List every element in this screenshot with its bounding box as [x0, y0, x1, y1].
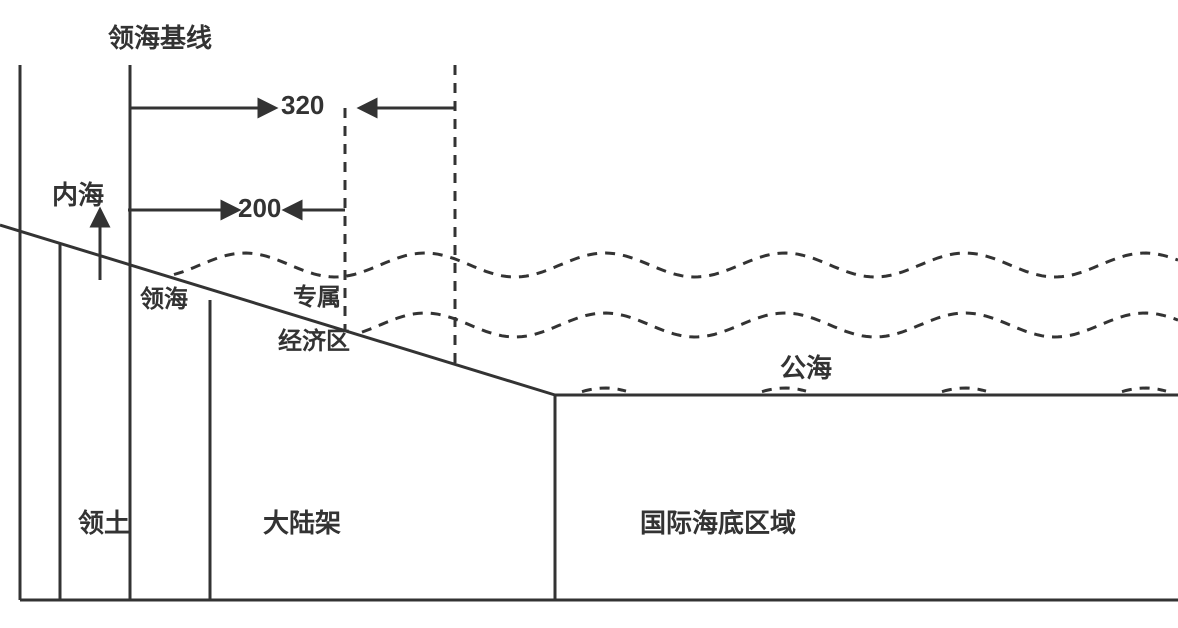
label-intl-seabed: 国际海底区域	[640, 503, 796, 540]
label-eez-line1: 专属	[293, 277, 341, 312]
diagram-svg	[0, 0, 1178, 628]
label-territorial-sea: 领海	[140, 279, 188, 314]
label-shelf: 大陆架	[263, 503, 341, 540]
label-eez-line2: 经济区	[278, 321, 350, 356]
label-inland-sea: 内海	[52, 175, 104, 212]
label-territory: 领土	[78, 503, 130, 540]
label-dist-200: 200	[238, 193, 281, 224]
maritime-zones-diagram: 领海基线 内海 领海 专属 经济区 公海 领土 大陆架 国际海底区域 320 2…	[0, 0, 1178, 628]
label-dist-320: 320	[281, 90, 324, 121]
label-high-seas: 公海	[780, 348, 832, 385]
label-baseline-title: 领海基线	[108, 18, 212, 55]
